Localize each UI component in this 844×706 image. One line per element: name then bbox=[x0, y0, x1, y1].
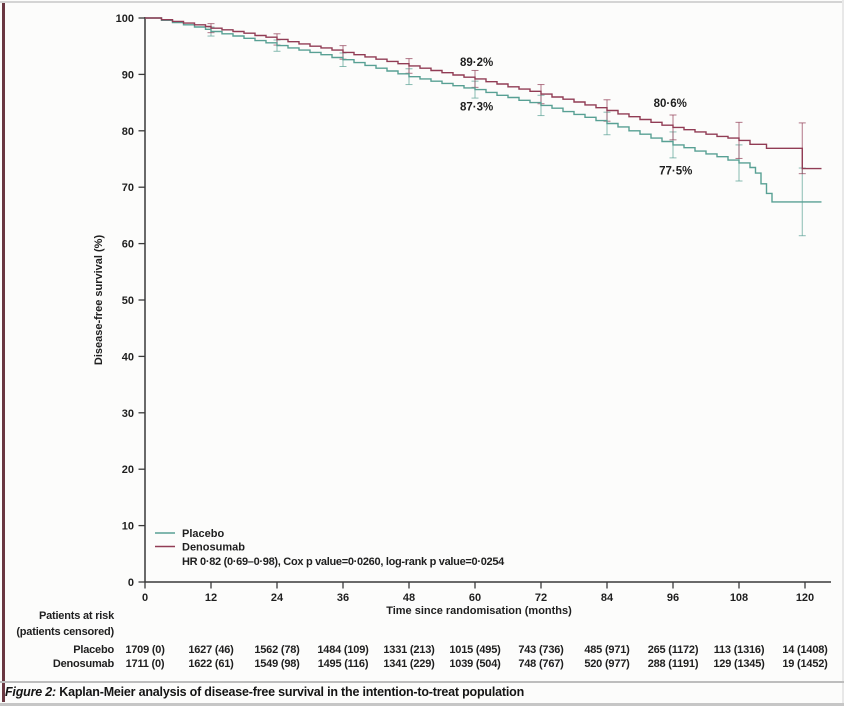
risk-cell: 265 (1172) bbox=[647, 644, 699, 656]
risk-cell: 19 (1452) bbox=[782, 658, 828, 670]
risk-cell: 14 (1408) bbox=[782, 644, 828, 656]
survival-curve-denosumab bbox=[145, 17, 822, 170]
risk-cell: 1495 (116) bbox=[317, 658, 369, 670]
survival-annotation: 80·6% bbox=[654, 98, 687, 110]
risk-cell: 129 (1345) bbox=[713, 658, 765, 670]
figure-caption: Figure 2: Kaplan-Meier analysis of disea… bbox=[5, 685, 524, 699]
y-tick-label: 0 bbox=[128, 577, 134, 589]
risk-cell: 743 (736) bbox=[518, 644, 564, 656]
x-tick-label: 36 bbox=[337, 592, 349, 604]
risk-cell: 520 (977) bbox=[584, 658, 630, 670]
risk-cell: 1331 (213) bbox=[383, 644, 435, 656]
y-tick-label: 60 bbox=[122, 239, 134, 251]
caption-divider bbox=[0, 681, 844, 683]
y-axis-title: Disease-free survival (%) bbox=[93, 235, 105, 366]
survival-curve-placebo bbox=[145, 17, 822, 203]
risk-table-header-line1: Patients at risk bbox=[38, 610, 114, 622]
x-tick-label: 72 bbox=[535, 592, 547, 604]
x-tick-label: 12 bbox=[205, 592, 217, 604]
survival-annotation: 89·2% bbox=[460, 57, 493, 69]
risk-cell: 1562 (78) bbox=[254, 644, 300, 656]
risk-cell: 485 (971) bbox=[584, 644, 630, 656]
legend-stats-line: HR 0·82 (0·69–0·98), Cox p value=0·0260,… bbox=[182, 556, 505, 568]
risk-cell: 288 (1191) bbox=[647, 658, 699, 670]
y-tick-label: 100 bbox=[116, 13, 134, 25]
y-tick-label: 70 bbox=[122, 182, 134, 194]
x-tick-label: 96 bbox=[667, 592, 679, 604]
scan-edge-bottom bbox=[0, 703, 844, 706]
risk-cell: 748 (767) bbox=[518, 658, 564, 670]
survival-annotation: 87·3% bbox=[460, 102, 493, 114]
y-tick-label: 50 bbox=[122, 295, 134, 307]
risk-cell: 1711 (0) bbox=[125, 658, 165, 670]
y-tick-label: 40 bbox=[122, 351, 134, 363]
y-tick-label: 10 bbox=[122, 521, 134, 533]
x-axis-title: Time since randomisation (months) bbox=[386, 605, 572, 617]
figure-caption-text: Kaplan-Meier analysis of disease-free su… bbox=[55, 685, 524, 699]
y-tick-label: 30 bbox=[122, 408, 134, 420]
risk-cell: 1709 (0) bbox=[125, 644, 165, 656]
scan-edge-left bbox=[2, 3, 5, 702]
x-tick-label: 120 bbox=[796, 592, 814, 604]
risk-cell: 1341 (229) bbox=[383, 658, 435, 670]
y-tick-label: 90 bbox=[122, 69, 134, 81]
x-tick-label: 84 bbox=[601, 592, 614, 604]
scan-edge-right bbox=[842, 0, 844, 706]
survival-annotation: 77·5% bbox=[659, 165, 692, 177]
risk-table-header-line2: (patients censored) bbox=[16, 626, 114, 638]
x-tick-label: 0 bbox=[142, 592, 148, 604]
risk-row-label-denosumab: Denosumab bbox=[52, 658, 114, 670]
risk-cell: 1627 (46) bbox=[188, 644, 234, 656]
kaplan-meier-chart: 0 10 20 30 40 50 60 70 80 90 100 0 12 24 36 48 60 72 84 96 1… bbox=[93, 13, 831, 617]
x-tick-label: 48 bbox=[403, 592, 415, 604]
risk-cell: 1484 (109) bbox=[317, 644, 369, 656]
y-tick-label: 20 bbox=[122, 464, 134, 476]
scan-edge-top bbox=[0, 1, 844, 3]
x-tick-label: 24 bbox=[271, 592, 284, 604]
legend-label-denosumab: Denosumab bbox=[182, 542, 245, 554]
x-tick-label: 108 bbox=[730, 592, 748, 604]
x-tick-label: 60 bbox=[469, 592, 481, 604]
risk-cell: 1015 (495) bbox=[449, 644, 501, 656]
risk-cell: 1549 (98) bbox=[254, 658, 300, 670]
legend-label-placebo: Placebo bbox=[182, 528, 224, 540]
risk-cell: 113 (1316) bbox=[713, 644, 765, 656]
figure-caption-label: Figure 2: bbox=[5, 685, 56, 699]
y-tick-label: 80 bbox=[122, 126, 134, 138]
risk-row-label-placebo: Placebo bbox=[73, 644, 114, 656]
risk-cell: 1039 (504) bbox=[449, 658, 501, 670]
risk-cell: 1622 (61) bbox=[188, 658, 234, 670]
